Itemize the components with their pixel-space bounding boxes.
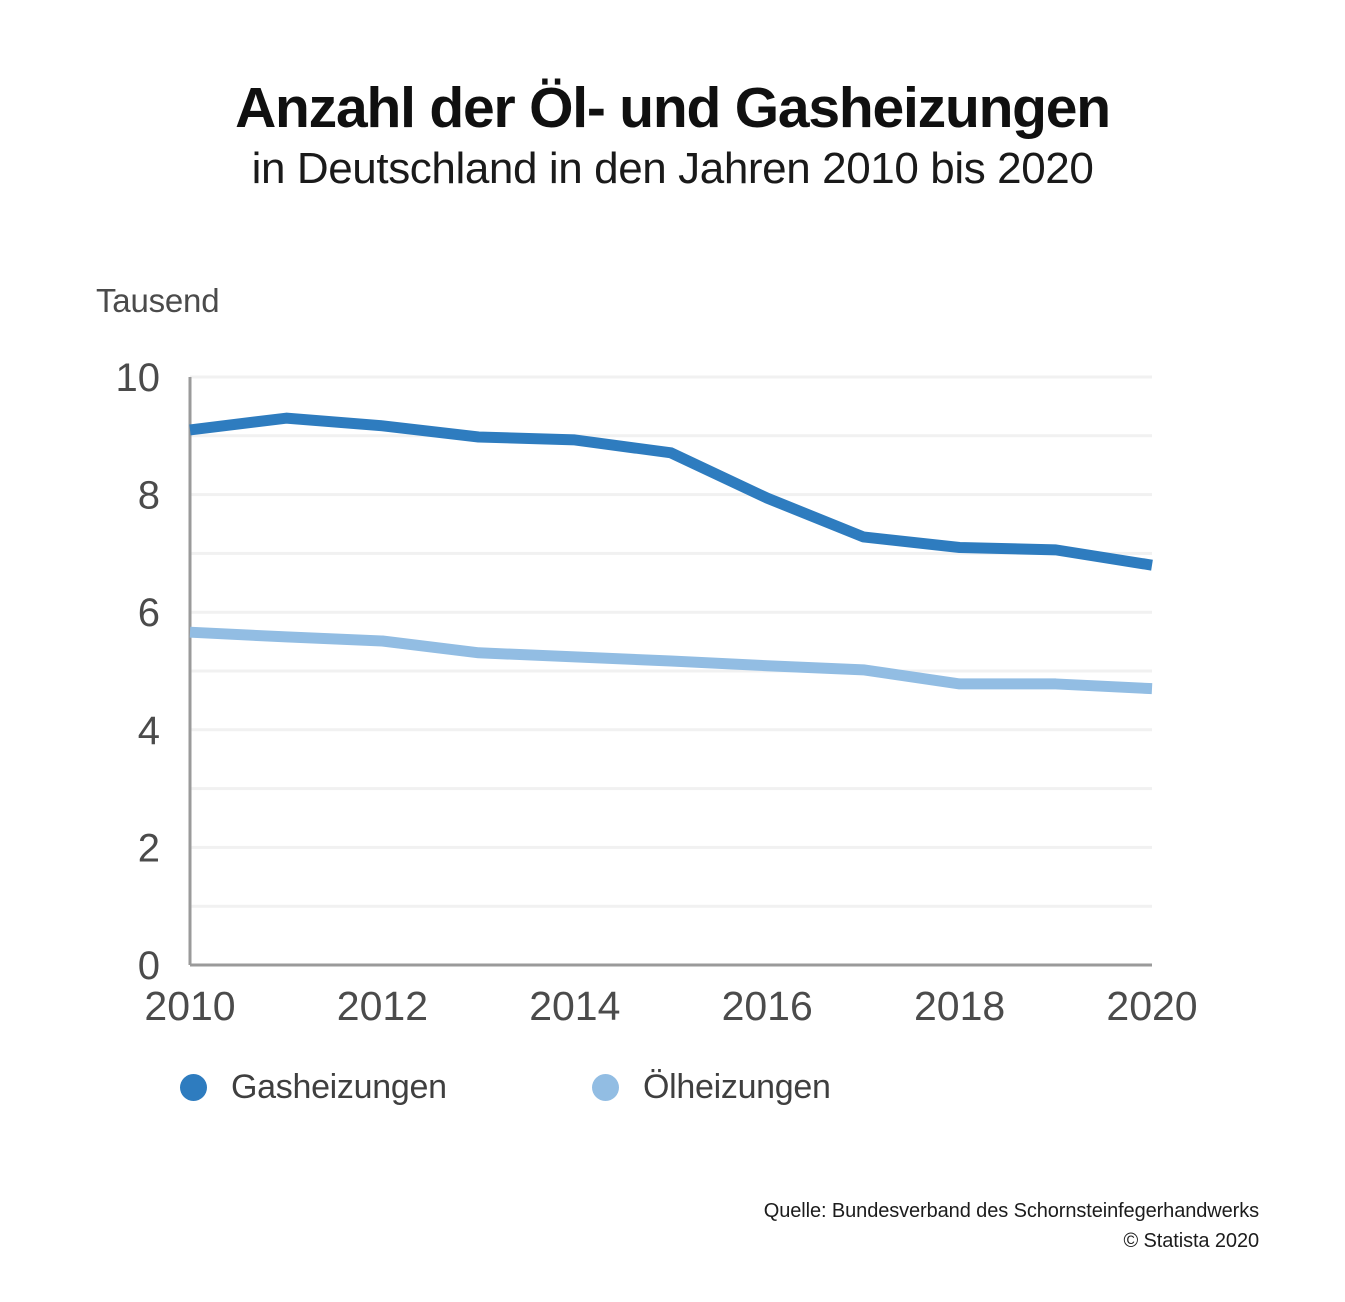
legend-dot-gas-icon (180, 1074, 207, 1101)
legend-item-gasheizungen[interactable]: Gasheizungen (180, 1068, 592, 1107)
x-tick-label: 2016 (722, 983, 813, 1029)
copyright-text: © Statista 2020 (1123, 1230, 1259, 1252)
chart-header: Anzahl der Öl- und Gasheizungen in Deuts… (0, 78, 1345, 194)
page-title: Anzahl der Öl- und Gasheizungen (235, 76, 1111, 140)
y-tick-label: 8 (138, 474, 160, 518)
y-tick-label: 6 (138, 591, 160, 635)
y-tick-label: 2 (138, 826, 160, 870)
source-text: Quelle: Bundesverband des Schornsteinfeg… (763, 1200, 1259, 1222)
x-tick-label: 2012 (337, 983, 428, 1029)
y-tick-label: 0 (138, 944, 160, 988)
y-axis-tick-labels: 0 2 4 6 8 10 (116, 356, 161, 988)
x-tick-label: 2020 (1106, 983, 1197, 1029)
legend-item-oelheizungen[interactable]: Ölheizungen (592, 1068, 831, 1107)
x-tick-label: 2018 (914, 983, 1005, 1029)
legend-label-oil: Ölheizungen (643, 1068, 831, 1106)
data-series-lines (189, 412, 1153, 695)
y-tick-label: 10 (116, 356, 161, 400)
y-tick-label: 4 (138, 709, 160, 753)
y-axis-unit-label: Tausend (96, 282, 220, 319)
series-line (189, 412, 1153, 571)
chart-legend: Gasheizungen Ölheizungen (180, 1068, 831, 1107)
page-subtitle: in Deutschland in den Jahren 2010 bis 20… (251, 144, 1094, 194)
x-tick-label: 2010 (144, 983, 235, 1029)
legend-dot-oil-icon (592, 1074, 619, 1101)
source-note: Quelle: Bundesverband des Schornsteinfeg… (764, 1196, 1259, 1256)
gridlines (190, 375, 1152, 908)
series-line (189, 626, 1153, 695)
x-tick-label: 2014 (529, 983, 620, 1029)
x-axis-tick-labels: 2010 2012 2014 2016 2018 2020 (144, 983, 1197, 1029)
axis-lines (188, 377, 1152, 967)
legend-label-gas: Gasheizungen (231, 1068, 447, 1106)
